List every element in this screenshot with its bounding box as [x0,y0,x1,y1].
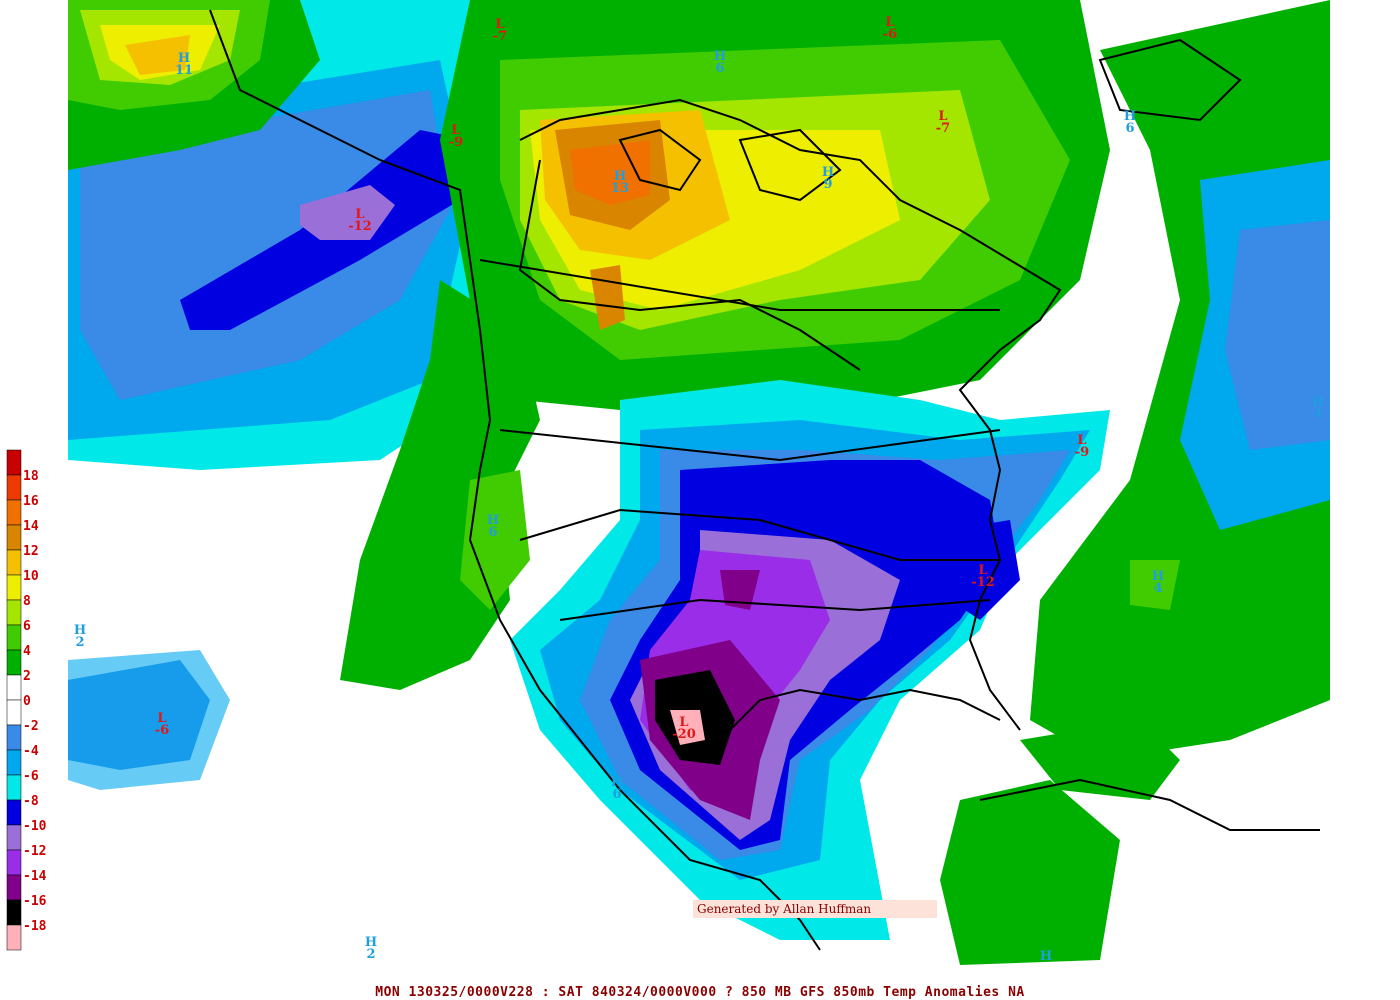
legend-label: -2 [23,719,39,734]
legend-swatch [6,649,22,676]
legend-swatch [6,624,22,651]
low-marker: L [355,207,364,222]
low-marker: L [938,109,947,124]
pressure-center-value: 6 [612,787,621,802]
legend-label: -6 [23,769,39,784]
legend-label: 2 [23,669,31,684]
legend-label: 8 [23,594,31,609]
pressure-center-value: -6 [155,723,169,738]
high-marker: H [1152,569,1164,584]
high-marker: H [178,51,190,66]
low-marker: L [495,17,504,32]
high-marker: H [365,935,377,950]
high-marker: H [614,169,626,184]
legend-swatch [6,474,22,501]
high-marker: H [1040,949,1052,964]
pressure-center-value: 6 [1125,121,1134,136]
low-marker: L [679,715,688,730]
legend-swatch [6,724,22,751]
legend-label: 14 [23,519,39,534]
legend-label: -16 [23,894,47,909]
high-marker: H [1312,395,1324,410]
low-marker: L [978,563,987,578]
legend-swatch [6,499,22,526]
pressure-center-value: -7 [493,29,507,44]
pressure-center-value: -6 [883,27,897,42]
legend-label: 6 [23,619,31,634]
coastlines [209,9,1320,951]
legend-swatch [6,674,22,701]
pressure-center-value: 4 [1153,581,1162,596]
low-marker: L [885,15,894,30]
legend-swatch [6,699,22,726]
anomaly-field [68,0,1330,965]
legend-swatch [6,849,22,876]
legend-swatch [6,924,22,951]
pressure-center-value: 2 [366,947,375,962]
low-marker: L [1077,433,1086,448]
legend-swatch [6,899,22,926]
high-marker: H [822,165,834,180]
pressure-center-value: 6 [715,61,724,76]
high-marker: H [487,513,499,528]
pressure-center-value: 6 [488,525,497,540]
pressure-center-value: 9 [823,177,832,192]
legend-swatch [6,774,22,801]
legend-swatch [6,749,22,776]
legend-swatch [6,524,22,551]
legend-label: 18 [23,469,39,484]
high-marker: H [1124,109,1136,124]
legend-label: -10 [23,819,47,834]
credit-label: Generated by Allan Huffman [693,900,937,918]
legend-swatch [6,799,22,826]
legend-label: -12 [23,844,46,859]
pressure-center-value: 4 [1313,407,1322,422]
high-marker: H [714,49,726,64]
legend-label: -14 [23,869,47,884]
legend-label: 4 [23,644,31,659]
legend-label: 12 [23,544,39,559]
legend-label: 16 [23,494,39,509]
pressure-center-value: -12 [348,219,372,234]
legend-label: 10 [23,569,39,584]
legend-swatch [6,824,22,851]
pressure-center-value: -20 [672,727,696,742]
legend-swatch [6,549,22,576]
footer-caption: MON 130325/0000V228 : SAT 840324/0000V00… [375,985,1025,1000]
legend-swatch [6,574,22,601]
pressure-center-value: -9 [449,135,463,150]
pressure-center-value: 2 [75,635,84,650]
pressure-center-value: 11 [175,63,193,78]
legend-label: -18 [23,919,47,934]
low-marker: L [157,711,166,726]
pressure-center-value: -7 [936,121,950,136]
high-marker: H [611,775,623,790]
legend-label: -8 [23,794,39,809]
pressure-center-value: -9 [1075,445,1089,460]
color-legend: 18 16 14 12 10 8 6 4 2 0 -2 -4 -6 -8 -10 -12 -14 -16 -18 [6,449,47,951]
high-marker: H [74,623,86,638]
legend-label: 0 [23,694,31,709]
low-marker: L [451,123,460,138]
legend-swatch [6,449,22,476]
pressure-center-value: 13 [611,181,629,196]
legend-swatch [6,874,22,901]
legend-swatch [6,599,22,626]
pressure-center-value: -12 [971,575,995,590]
legend-label: -4 [23,744,39,759]
